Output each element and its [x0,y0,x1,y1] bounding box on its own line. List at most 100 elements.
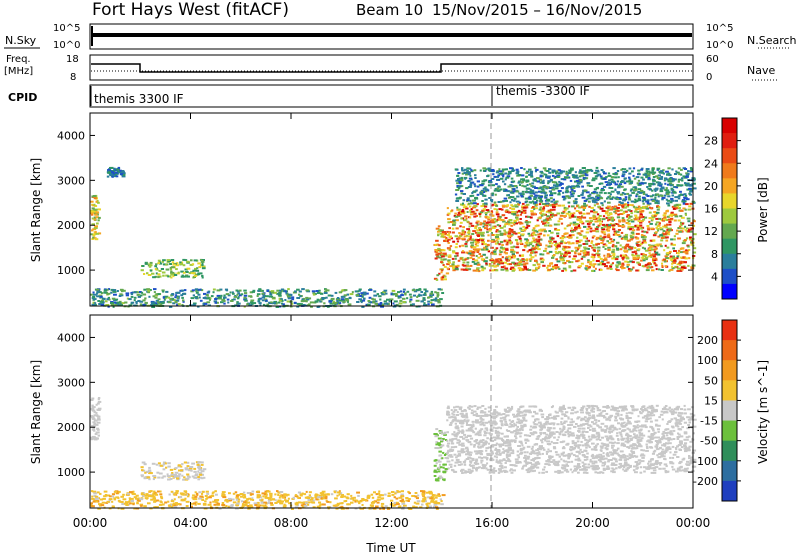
echo-cell [439,454,443,457]
echo-cell [173,498,176,501]
echo-cell [183,292,187,295]
echo-cell [412,303,415,306]
echo-cell [606,267,610,270]
echo-cell [243,305,246,308]
echo-cell [648,182,652,185]
echo-cell [576,440,580,443]
echo-cell [256,295,259,297]
echo-cell [492,173,495,176]
echo-cell [451,209,454,212]
echo-cell [502,205,506,208]
echo-cell [137,497,140,500]
echo-cell [229,291,232,294]
echo-cell [670,211,674,214]
echo-cell [690,240,694,243]
echo-cell [434,496,438,499]
echo-cell [371,496,375,499]
echo-cell [505,239,508,242]
echo-cell [621,217,625,220]
echo-cell [500,219,505,222]
echo-cell [161,476,164,479]
echo-cell [465,424,469,426]
echo-cell [252,302,257,305]
velocity-echo-layer [90,397,697,510]
echo-cell [585,237,588,240]
echo-cell [116,301,121,304]
echo-cell [491,227,496,229]
echo-cell [538,265,541,268]
echo-cell [201,264,204,266]
echo-cell [311,497,314,500]
echo-cell [152,475,157,477]
echo-cell [685,198,690,201]
echo-cell [251,506,254,509]
echo-cell [529,172,533,175]
echo-cell [143,477,147,480]
echo-cell [316,298,320,301]
echo-cell [343,294,348,297]
echo-cell [586,251,590,254]
echo-cell [257,289,261,292]
echo-cell [542,185,546,188]
echo-cell [191,289,195,292]
nsky-panel: N.Sky 10^5 10^0 10^5 10^0 N.Search [4,23,797,51]
echo-cell [614,212,618,215]
echo-cell [542,179,545,182]
echo-cell [111,297,116,300]
echo-cell [601,189,605,191]
echo-cell [92,291,95,294]
echo-cell [654,201,659,204]
echo-cell [568,255,571,258]
echo-cell [661,235,666,238]
echo-cell [363,499,367,501]
echo-cell [626,239,631,242]
echo-cell [664,244,667,247]
echo-cell [618,198,622,201]
echo-cell [587,169,590,172]
echo-cell [400,294,404,297]
echo-cell [271,498,275,501]
echo-cell [508,255,512,258]
echo-cell [640,189,644,192]
echo-cell [197,305,200,308]
echo-cell [380,497,385,500]
echo-cell [674,196,679,199]
echo-cell [556,174,561,177]
echo-cell [585,268,588,271]
echo-cell [136,502,139,505]
echo-cell [498,224,502,227]
station-title: Fort Hays West (fitACF) [92,0,289,20]
echo-cell [567,210,571,213]
echo-cell [510,224,513,227]
echo-cell [642,257,646,260]
echo-cell [433,469,437,472]
echo-cell [584,240,589,243]
echo-cell [101,501,106,504]
echo-cell [548,204,553,207]
echo-cell [539,206,542,209]
echo-cell [437,233,440,236]
echo-cell [452,269,456,272]
echo-cell [676,257,679,260]
echo-cell [538,453,542,456]
echo-cell [513,250,516,253]
echo-cell [577,259,581,262]
echo-cell [557,204,562,207]
echo-cell [514,204,517,207]
echo-cell [656,228,660,231]
echo-cell [92,234,96,237]
echo-cell [207,304,211,307]
echo-cell [621,180,625,183]
echo-cell [458,208,461,211]
echo-cell [490,240,494,243]
echo-cell [621,206,624,209]
echo-cell [281,302,284,305]
echo-cell [648,244,651,247]
echo-cell [555,258,558,261]
echo-cell [592,244,595,247]
echo-cell [427,300,431,303]
echo-cell [670,242,673,245]
echo-cell [546,198,551,201]
echo-cell [494,248,497,251]
echo-cell [404,293,407,296]
